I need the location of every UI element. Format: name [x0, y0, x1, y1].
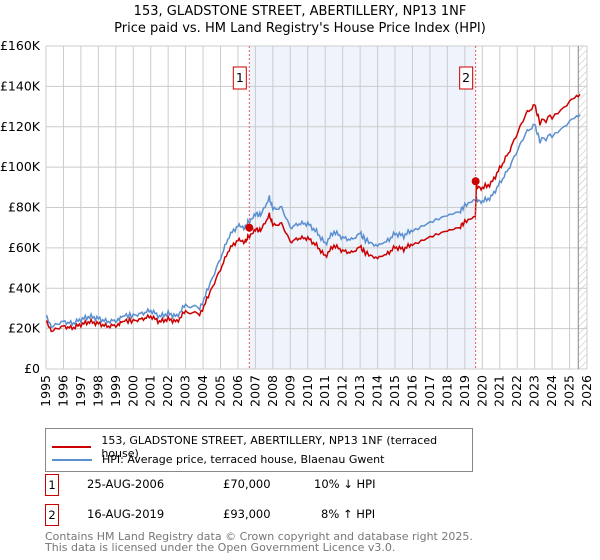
footer-line: Contains HM Land Registry data © Crown c… [45, 530, 473, 543]
x-tick-label: 2008 [265, 375, 280, 407]
legend-label: HPI: Average price, terraced house, Blae… [102, 453, 385, 466]
x-tick-label: 1998 [90, 375, 105, 407]
x-tick-label: 2017 [422, 375, 437, 407]
x-tick-label: 1999 [108, 375, 123, 407]
hpi-line [45, 114, 581, 329]
x-tick-label: 2009 [282, 375, 297, 407]
x-tick-label: 2005 [213, 375, 228, 407]
y-tick-label: £120K [0, 119, 41, 134]
x-tick-label: 2026 [579, 375, 594, 407]
x-tick-label: 2016 [404, 375, 419, 407]
transaction-hpi-diff: 8% ↑ HPI [321, 507, 376, 521]
x-tick-label: 2021 [492, 375, 507, 407]
red-line-swatch [52, 446, 92, 448]
sale-label-box [232, 66, 247, 90]
x-tick-label: 2002 [160, 375, 175, 407]
y-tick-label: £60K [8, 240, 41, 255]
x-tick-label: 2019 [457, 375, 472, 407]
x-tick-label: 2020 [474, 375, 489, 407]
y-tick-label: £140K [0, 78, 41, 93]
chart-subtitle: Price paid vs. HM Land Registry's House … [114, 21, 486, 36]
sale-label: 2 [462, 70, 470, 85]
x-tick-label: 2023 [527, 375, 542, 407]
x-tick-label: 2013 [352, 375, 367, 407]
sale-label: 1 [236, 70, 244, 85]
sale-point [471, 177, 480, 186]
y-tick-label: £100K [0, 159, 41, 174]
x-tick-label: 1997 [73, 375, 88, 407]
x-tick-label: 2018 [439, 375, 454, 407]
x-tick-label: 1995 [38, 375, 53, 407]
transaction-date: 25-AUG-2006 [87, 477, 165, 491]
x-tick-label: 2003 [178, 375, 193, 407]
price-chart: 1995 1996 1997 1998 1999 2000 2001 2002 2003 2004… [0, 38, 594, 407]
footer-line: This data is licensed under the Open Gov… [45, 541, 396, 554]
legend-label: 153, GLADSTONE STREET, ABERTILLERY, NP13… [101, 434, 438, 460]
x-tick-label: 2006 [230, 375, 245, 407]
y-tick-label: £80K [8, 200, 41, 215]
transaction-date: 16-AUG-2019 [87, 507, 165, 521]
y-tick-label: £20K [8, 321, 41, 336]
transaction-row: 1 25-AUG-2006 £70,000 10% ↓ HPI [45, 474, 445, 496]
x-tick-label: 2024 [544, 375, 559, 407]
blue-line-swatch [52, 458, 92, 461]
x-tick-label: 2014 [370, 375, 385, 407]
transaction-hpi-diff: 10% ↓ HPI [314, 477, 376, 491]
sale-label-box [459, 66, 474, 90]
x-tick-label: 2001 [143, 375, 158, 407]
legend-item-hpi: HPI: Average price, terraced house, Blae… [52, 453, 384, 466]
transaction-price: £93,000 [223, 507, 271, 521]
y-tick-label: £0 [24, 361, 40, 376]
legend-item-property: 153, GLADSTONE STREET, ABERTILLERY, NP13… [52, 434, 472, 460]
legend: 153, GLADSTONE STREET, ABERTILLERY, NP13… [45, 428, 473, 472]
y-tick-label: £160K [0, 38, 41, 53]
transaction-price: £70,000 [223, 477, 271, 491]
footer: Contains HM Land Registry data © Crown c… [45, 531, 473, 553]
x-tick-label: 2015 [387, 375, 402, 407]
property-price-line [45, 93, 581, 333]
x-tick-label: 2025 [562, 375, 577, 407]
x-tick-label: 1996 [55, 375, 70, 407]
x-tick-label: 2022 [509, 375, 524, 407]
y-tick-label: £40K [8, 280, 41, 295]
chart-title: 153, GLADSTONE STREET, ABERTILLERY, NP13… [133, 4, 467, 19]
x-tick-label: 2011 [317, 375, 332, 407]
x-tick-label: 2007 [247, 375, 262, 407]
marker-badge: 2 [45, 504, 59, 526]
x-tick-label: 2004 [195, 375, 210, 407]
sale-point [245, 223, 254, 232]
x-tick-label: 2010 [300, 375, 315, 407]
x-tick-label: 2012 [335, 375, 350, 407]
x-tick-label: 2000 [125, 375, 140, 407]
marker-badge: 1 [45, 474, 59, 496]
transaction-row: 2 16-AUG-2019 £93,000 8% ↑ HPI [45, 504, 445, 526]
